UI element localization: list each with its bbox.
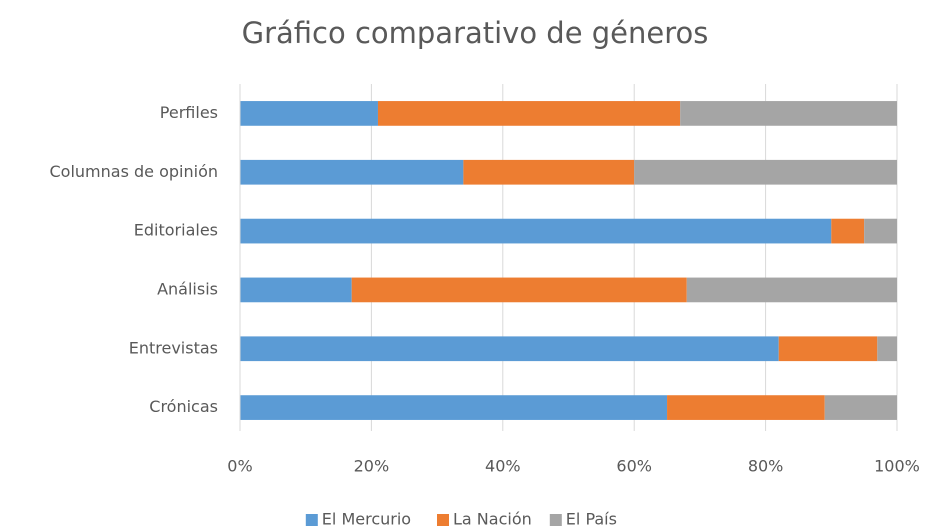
y-tick-label: Columnas de opinión <box>50 162 219 181</box>
y-tick-label: Editoriales <box>134 221 218 240</box>
legend-swatch <box>549 514 562 526</box>
y-tick-label: Crónicas <box>149 397 218 416</box>
x-tick-label: 60% <box>616 457 652 476</box>
bar-segment <box>634 159 897 185</box>
bar-segment <box>351 277 687 303</box>
bar-segment <box>240 159 464 185</box>
bar-segment <box>778 336 878 362</box>
bar-segment <box>240 101 378 126</box>
legend-label: La Nación <box>453 510 532 529</box>
legend-label: El Mercurio <box>322 510 411 529</box>
x-tick-label: 80% <box>748 457 784 476</box>
bar-segment <box>824 395 897 420</box>
bar-segment <box>240 218 832 244</box>
y-tick-label: Perfiles <box>160 103 218 122</box>
bar-segment <box>680 101 897 126</box>
x-tick-label: 40% <box>485 457 521 476</box>
bar-segment <box>463 159 635 185</box>
x-tick-label: 20% <box>354 457 390 476</box>
legend-swatch <box>437 514 449 526</box>
bar-segment <box>877 336 897 362</box>
bar-segment <box>864 218 897 244</box>
y-tick-label: Entrevistas <box>129 338 218 357</box>
chart-title: Gráfico comparativo de géneros <box>242 16 709 50</box>
x-tick-label: 100% <box>874 457 920 476</box>
bar-segment <box>667 395 825 420</box>
bar-segment <box>831 218 865 244</box>
bar-segment <box>686 277 897 303</box>
x-tick-label: 0% <box>227 457 252 476</box>
legend-swatch <box>305 514 318 526</box>
y-tick-label: Análisis <box>157 279 218 298</box>
bar-segment <box>240 277 352 303</box>
legend-label: El País <box>566 510 617 529</box>
bar-segment <box>377 101 681 126</box>
bar-segment <box>240 336 779 362</box>
bar-segment <box>240 395 668 420</box>
